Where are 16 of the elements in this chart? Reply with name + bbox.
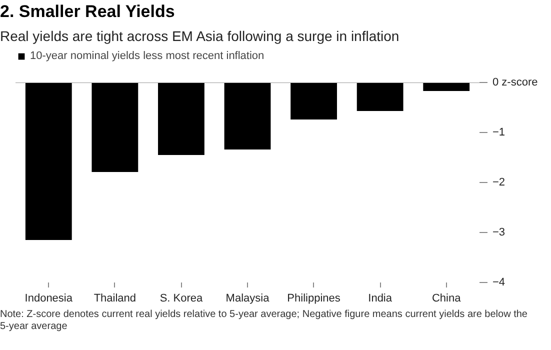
x-tick-label: India [368,292,393,305]
x-tick-label: Malaysia [226,292,270,305]
y-tick-label: 0 z-score [492,76,538,89]
legend-label: 10-year nominal yields less most recent inflation [30,50,264,62]
y-tick-label: −1 [492,126,506,139]
y-tick-label: −2 [492,176,506,189]
x-tick-label: Indonesia [24,292,74,305]
x-tick-label: Philippines [287,292,341,305]
text: Note: Z-score denotes current real yields relative to 5-year average; Negative figure means current yields are below the 5-year average [0,309,528,334]
y-tick-label: −4 [492,276,506,289]
x-tick-label: Thailand [94,292,136,305]
chart-title: 2. Smaller Real Yields [0,1,175,23]
x-tick-label: China [432,292,462,305]
y-tick-label: −3 [492,226,506,239]
x-tick-label: S. Korea [160,292,204,305]
chart-subtitle: Real yields are tight across EM Asia following a surge in inflation [0,27,400,46]
